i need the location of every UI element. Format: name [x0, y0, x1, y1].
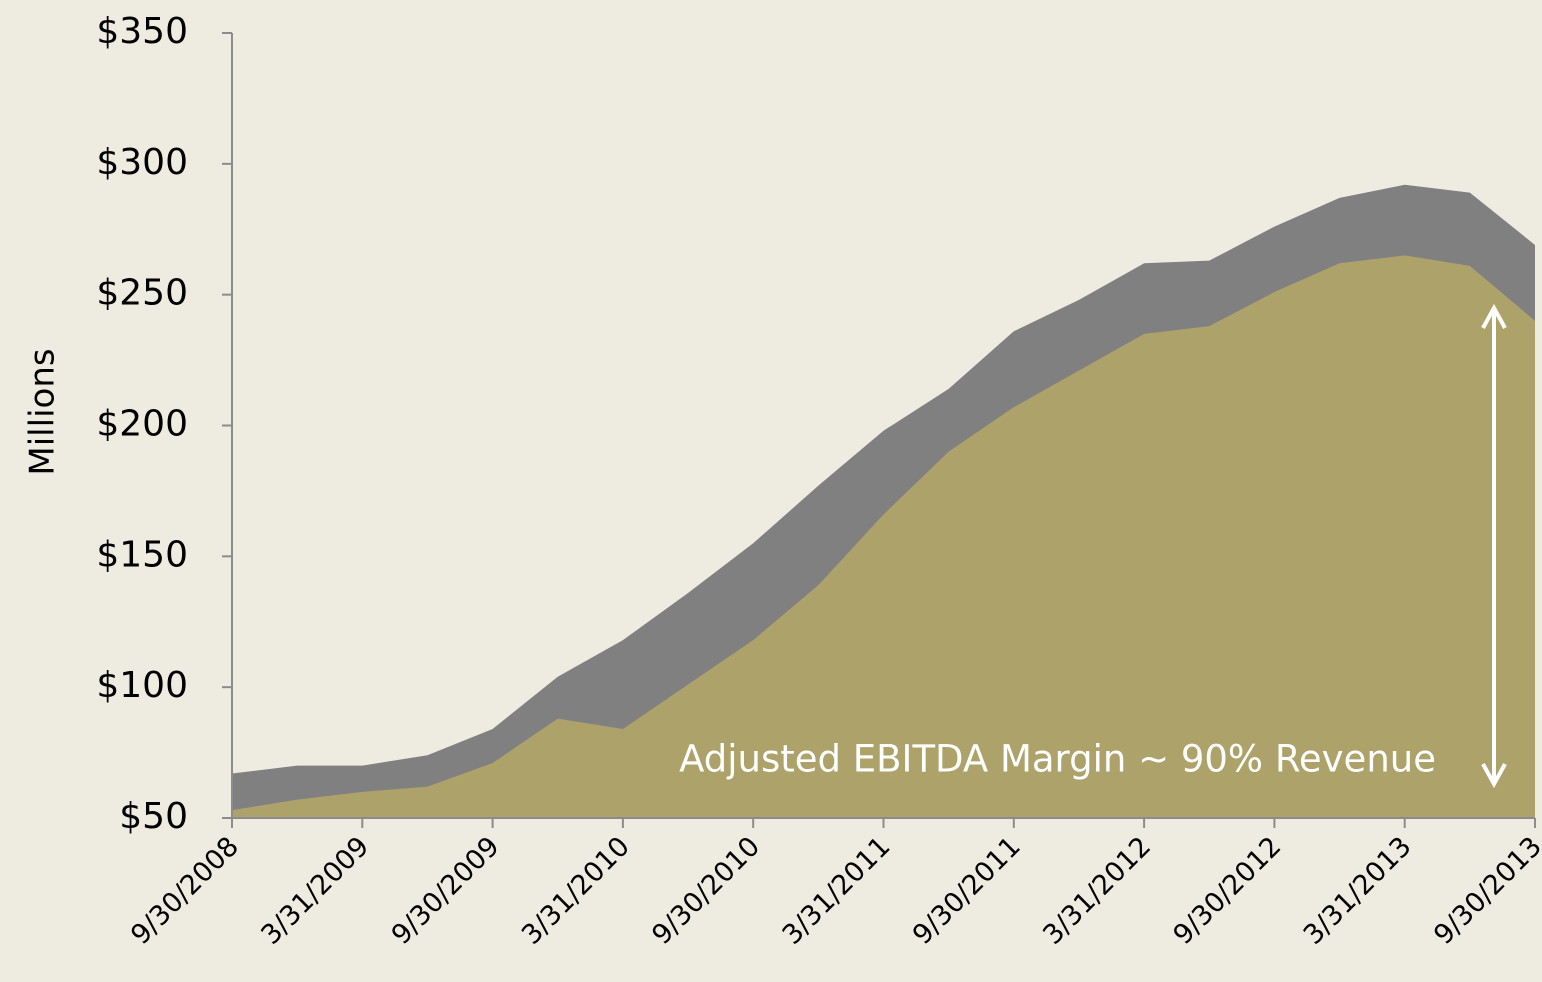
- y-tick-label: $150: [96, 534, 188, 575]
- annotation: Adjusted EBITDA Margin ~ 90% Revenue: [679, 738, 1436, 781]
- y-tick-label: $300: [96, 142, 188, 183]
- y-tick-label: $250: [96, 273, 188, 314]
- area: [232, 255, 1535, 818]
- y-tick-label: $50: [119, 796, 188, 837]
- y-tick-label: $100: [96, 665, 188, 706]
- arrow-head: [1481, 303, 1507, 789]
- y-tick-label: $350: [96, 11, 188, 52]
- y-axis-label: Millions: [23, 348, 63, 475]
- y-tick-label: $200: [96, 404, 188, 445]
